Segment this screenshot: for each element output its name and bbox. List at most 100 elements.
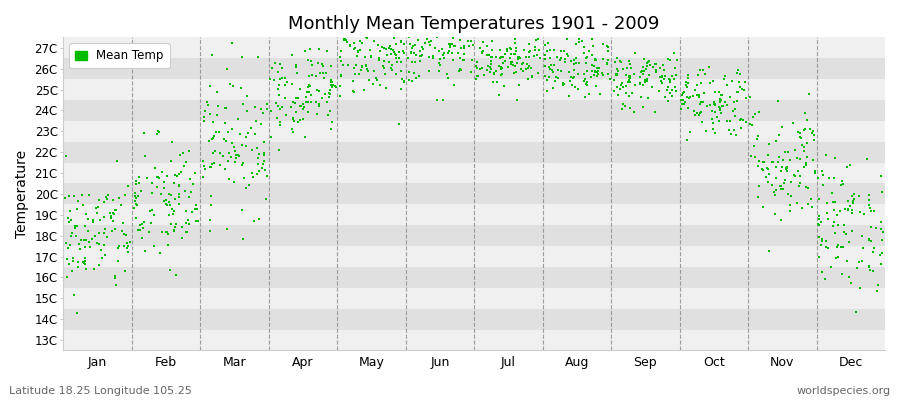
Point [806,204,820,210]
Point [774,164,788,171]
Point [596,72,610,78]
Point [454,66,468,73]
Point [225,40,239,46]
Point [693,101,707,107]
Point [554,55,569,62]
Point [588,57,602,63]
Point [820,199,834,206]
Point [319,70,333,76]
Point [550,54,564,60]
Point [842,274,856,281]
Point [62,260,77,267]
Point [751,194,765,200]
Point [751,133,765,139]
Point [539,77,554,83]
Point [347,71,362,77]
Point [183,176,197,182]
Point [501,64,516,70]
Point [164,220,178,227]
Point [771,153,786,160]
Point [622,58,636,64]
Point [436,52,450,58]
Point [303,46,318,52]
Point [545,69,560,75]
Point [698,70,712,77]
Point [451,21,465,27]
Point [641,58,655,65]
Point [149,184,164,190]
Point [775,124,789,130]
Point [716,76,731,82]
Point [159,229,174,236]
Point [723,118,737,124]
Point [572,38,586,45]
Point [799,154,814,160]
Point [117,192,131,198]
Point [453,55,467,61]
Point [554,48,568,55]
Point [92,230,106,236]
Point [675,101,689,107]
Point [285,128,300,135]
Point [508,63,523,70]
Point [489,54,503,60]
Point [302,72,316,79]
Point [59,274,74,280]
Point [258,167,273,174]
Point [313,70,328,76]
Point [227,144,241,150]
Point [195,158,210,164]
Point [363,46,377,53]
Point [869,225,884,231]
Point [88,205,103,211]
Point [561,53,575,59]
Point [301,84,315,90]
Point [696,66,710,73]
Point [461,38,475,44]
Point [527,44,542,50]
Point [619,72,634,78]
Point [289,62,303,69]
Point [159,197,174,204]
Point [370,77,384,84]
Point [641,95,655,102]
Point [128,198,142,204]
Point [580,54,595,60]
Point [599,43,614,49]
Point [806,157,820,163]
Point [771,132,786,138]
Point [676,90,690,96]
Point [635,68,650,74]
Point [614,58,628,65]
Point [579,55,593,61]
Point [235,142,249,148]
Point [688,112,702,118]
Point [372,57,386,64]
Point [739,95,753,101]
Point [634,94,648,100]
Point [166,211,181,217]
Point [546,46,561,53]
Point [299,94,313,100]
Point [642,72,656,78]
Point [608,59,622,66]
Point [334,71,348,78]
Point [579,59,593,66]
Point [86,219,100,226]
Point [627,109,642,116]
Point [508,50,522,57]
Point [711,89,725,95]
Point [866,249,880,255]
Point [59,152,74,159]
Point [662,75,676,82]
Point [596,56,610,62]
Point [413,48,428,54]
Point [340,62,355,68]
Point [615,80,629,86]
Bar [63,184,885,204]
Point [101,192,115,198]
Point [256,139,271,145]
Point [596,41,610,48]
Point [655,72,670,79]
Point [384,62,399,68]
